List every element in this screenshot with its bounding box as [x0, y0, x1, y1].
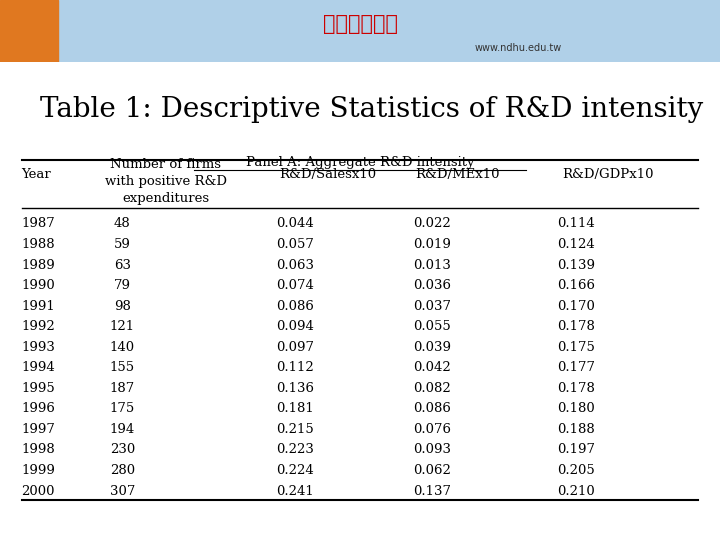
Text: 0.241: 0.241: [276, 484, 314, 497]
Text: 0.063: 0.063: [276, 259, 314, 272]
Text: 0.223: 0.223: [276, 443, 314, 456]
Text: 0.057: 0.057: [276, 238, 314, 251]
Text: 0.180: 0.180: [557, 402, 595, 415]
Text: 0.039: 0.039: [413, 341, 451, 354]
Text: 79: 79: [114, 279, 131, 292]
Text: 0.062: 0.062: [413, 464, 451, 477]
Text: 63: 63: [114, 259, 131, 272]
Text: 0.036: 0.036: [413, 279, 451, 292]
Text: 140: 140: [110, 341, 135, 354]
Text: 280: 280: [110, 464, 135, 477]
Text: 1991: 1991: [22, 300, 55, 313]
Text: 194: 194: [109, 423, 135, 436]
Text: 0.093: 0.093: [413, 443, 451, 456]
Text: 0.188: 0.188: [557, 423, 595, 436]
Text: 121: 121: [110, 320, 135, 333]
Text: 0.055: 0.055: [413, 320, 451, 333]
Text: 0.215: 0.215: [276, 423, 314, 436]
Text: 98: 98: [114, 300, 131, 313]
Text: 0.124: 0.124: [557, 238, 595, 251]
Text: Number of firms
with positive R&D
expenditures: Number of firms with positive R&D expend…: [104, 158, 227, 205]
Text: 0.210: 0.210: [557, 484, 595, 497]
Text: 0.022: 0.022: [413, 218, 451, 231]
Text: R&D/Salesx10: R&D/Salesx10: [279, 168, 376, 181]
Text: 1988: 1988: [22, 238, 55, 251]
Text: 187: 187: [109, 382, 135, 395]
Text: 2000: 2000: [22, 484, 55, 497]
Text: 1997: 1997: [22, 423, 55, 436]
Text: 0.181: 0.181: [276, 402, 314, 415]
Text: Table 1: Descriptive Statistics of R&D intensity: Table 1: Descriptive Statistics of R&D i…: [40, 96, 703, 123]
Text: 0.074: 0.074: [276, 279, 314, 292]
Text: 0.112: 0.112: [276, 361, 314, 374]
Text: 0.097: 0.097: [276, 341, 314, 354]
Bar: [0, 0, 58, 62]
Text: 1996: 1996: [22, 402, 55, 415]
Text: 0.175: 0.175: [557, 341, 595, 354]
Text: 230: 230: [109, 443, 135, 456]
Text: 0.205: 0.205: [557, 464, 595, 477]
Text: 0.019: 0.019: [413, 238, 451, 251]
Text: www.ndhu.edu.tw: www.ndhu.edu.tw: [474, 43, 562, 53]
Text: 0.170: 0.170: [557, 300, 595, 313]
Text: 1995: 1995: [22, 382, 55, 395]
Text: 0.037: 0.037: [413, 300, 451, 313]
Text: 155: 155: [110, 361, 135, 374]
Text: 0.137: 0.137: [413, 484, 451, 497]
Text: 0.197: 0.197: [557, 443, 595, 456]
Text: 0.166: 0.166: [557, 279, 595, 292]
Text: 0.076: 0.076: [413, 423, 451, 436]
Text: 175: 175: [109, 402, 135, 415]
Text: 1992: 1992: [22, 320, 55, 333]
Text: Year: Year: [22, 168, 51, 181]
Text: 1999: 1999: [22, 464, 55, 477]
Text: 0.178: 0.178: [557, 320, 595, 333]
Text: 0.013: 0.013: [413, 259, 451, 272]
Text: 1987: 1987: [22, 218, 55, 231]
Text: 1998: 1998: [22, 443, 55, 456]
Text: 國亞東鐢大學: 國亞東鐢大學: [323, 14, 397, 33]
Text: 59: 59: [114, 238, 131, 251]
Text: 0.136: 0.136: [276, 382, 314, 395]
Text: 0.178: 0.178: [557, 382, 595, 395]
Text: 0.224: 0.224: [276, 464, 314, 477]
Text: R&D/GDPx10: R&D/GDPx10: [562, 168, 654, 181]
Text: Panel A: Aggregate R&D intensity: Panel A: Aggregate R&D intensity: [246, 156, 474, 169]
Text: 0.094: 0.094: [276, 320, 314, 333]
Text: 1993: 1993: [22, 341, 55, 354]
Text: 1994: 1994: [22, 361, 55, 374]
Text: 1990: 1990: [22, 279, 55, 292]
Text: 0.177: 0.177: [557, 361, 595, 374]
Text: 0.139: 0.139: [557, 259, 595, 272]
Text: 0.044: 0.044: [276, 218, 314, 231]
Text: 0.114: 0.114: [557, 218, 595, 231]
Text: 0.086: 0.086: [276, 300, 314, 313]
Text: R&D/MEx10: R&D/MEx10: [415, 168, 500, 181]
Text: 0.042: 0.042: [413, 361, 451, 374]
Text: 307: 307: [109, 484, 135, 497]
Text: 0.082: 0.082: [413, 382, 451, 395]
Text: 1989: 1989: [22, 259, 55, 272]
Text: 48: 48: [114, 218, 131, 231]
Text: 0.086: 0.086: [413, 402, 451, 415]
